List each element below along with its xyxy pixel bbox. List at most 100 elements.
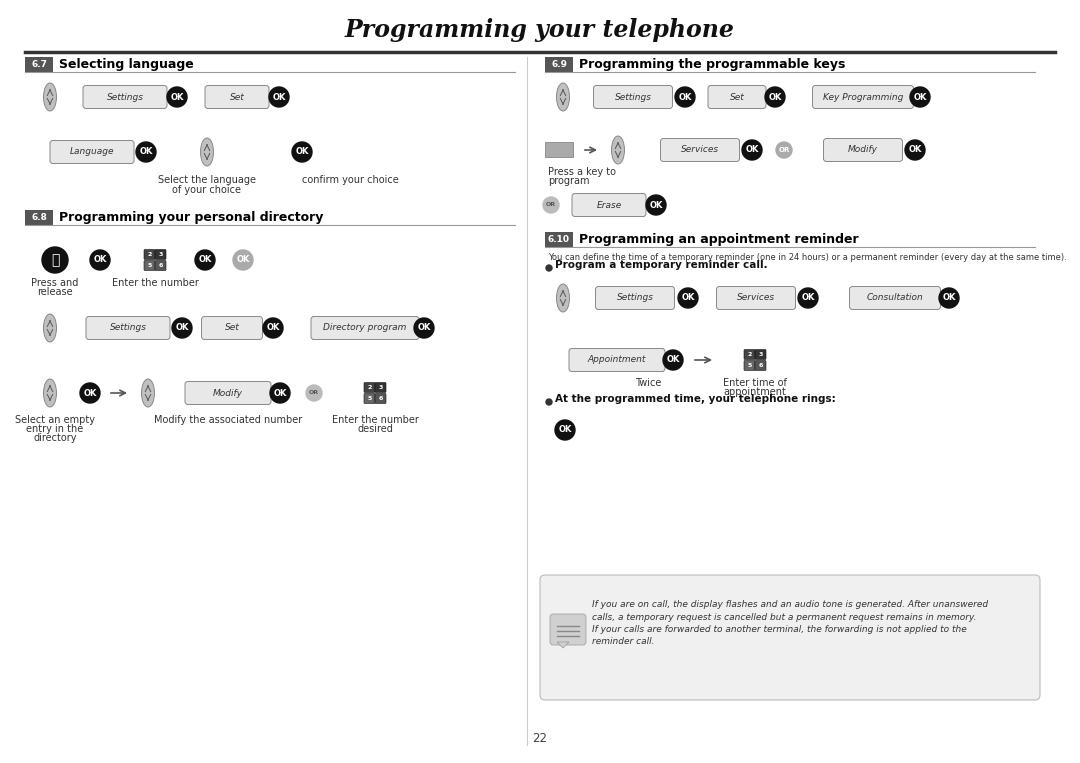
Text: Enter the number: Enter the number xyxy=(111,278,199,288)
Text: Select the language: Select the language xyxy=(158,175,256,185)
Circle shape xyxy=(546,265,552,271)
Text: OR: OR xyxy=(309,391,319,395)
Circle shape xyxy=(765,87,785,107)
Text: OK: OK xyxy=(914,92,927,101)
FancyBboxPatch shape xyxy=(812,85,914,108)
Text: Press a key to: Press a key to xyxy=(548,167,616,177)
Ellipse shape xyxy=(141,379,154,407)
FancyBboxPatch shape xyxy=(755,349,766,359)
Circle shape xyxy=(90,250,110,270)
Circle shape xyxy=(136,142,156,162)
Circle shape xyxy=(675,87,696,107)
Text: OK: OK xyxy=(273,388,286,398)
Circle shape xyxy=(663,350,683,370)
Text: Settings: Settings xyxy=(109,324,147,333)
Circle shape xyxy=(910,87,930,107)
Text: Language: Language xyxy=(70,147,114,156)
Text: Modify: Modify xyxy=(848,146,878,154)
Text: release: release xyxy=(37,287,72,297)
Circle shape xyxy=(233,250,253,270)
FancyBboxPatch shape xyxy=(364,382,375,392)
Ellipse shape xyxy=(556,284,569,312)
Circle shape xyxy=(80,383,100,403)
Text: 3: 3 xyxy=(159,252,163,257)
Circle shape xyxy=(905,140,924,160)
FancyBboxPatch shape xyxy=(364,394,375,404)
Circle shape xyxy=(777,142,792,158)
Text: entry in the: entry in the xyxy=(26,424,83,434)
Text: directory: directory xyxy=(33,433,77,443)
Text: OK: OK xyxy=(908,146,921,154)
FancyBboxPatch shape xyxy=(744,349,755,359)
Text: 6.9: 6.9 xyxy=(551,60,567,69)
Circle shape xyxy=(543,197,559,213)
Text: Modify the associated number: Modify the associated number xyxy=(153,415,302,425)
Circle shape xyxy=(195,250,215,270)
Text: Modify: Modify xyxy=(213,388,243,398)
Text: Consultation: Consultation xyxy=(866,294,923,302)
Text: OK: OK xyxy=(681,294,694,302)
FancyBboxPatch shape xyxy=(185,382,271,404)
FancyBboxPatch shape xyxy=(311,317,419,340)
Text: ⎘: ⎘ xyxy=(51,253,59,267)
Text: OK: OK xyxy=(272,92,286,101)
Text: 5: 5 xyxy=(147,263,151,268)
Circle shape xyxy=(798,288,818,308)
Text: Programming the programmable keys: Programming the programmable keys xyxy=(579,58,846,71)
Text: Settings: Settings xyxy=(107,92,144,101)
Text: 6.10: 6.10 xyxy=(548,235,570,244)
FancyBboxPatch shape xyxy=(569,349,665,372)
Text: Set: Set xyxy=(230,92,244,101)
FancyBboxPatch shape xyxy=(202,317,262,340)
FancyBboxPatch shape xyxy=(755,360,766,371)
Text: desired: desired xyxy=(357,424,393,434)
Text: OK: OK xyxy=(417,324,431,333)
FancyBboxPatch shape xyxy=(595,286,675,310)
Text: Services: Services xyxy=(737,294,775,302)
Text: OR: OR xyxy=(545,202,556,208)
Ellipse shape xyxy=(611,136,624,164)
Text: Select an empty: Select an empty xyxy=(15,415,95,425)
FancyBboxPatch shape xyxy=(144,260,156,271)
Text: At the programmed time, your telephone rings:: At the programmed time, your telephone r… xyxy=(555,394,836,404)
FancyBboxPatch shape xyxy=(156,250,166,259)
Text: OK: OK xyxy=(237,256,249,265)
Text: 6: 6 xyxy=(758,363,762,368)
Text: Enter the number: Enter the number xyxy=(332,415,418,425)
Text: Enter time of: Enter time of xyxy=(724,378,787,388)
FancyBboxPatch shape xyxy=(25,210,53,225)
Text: 5: 5 xyxy=(747,363,752,368)
Text: OK: OK xyxy=(199,256,212,265)
Text: Programming an appointment reminder: Programming an appointment reminder xyxy=(579,233,859,246)
Circle shape xyxy=(646,195,666,215)
Polygon shape xyxy=(557,642,569,648)
Circle shape xyxy=(678,288,698,308)
Circle shape xyxy=(269,87,289,107)
Circle shape xyxy=(172,318,192,338)
Text: OK: OK xyxy=(558,426,571,434)
Text: 3: 3 xyxy=(378,385,382,390)
FancyBboxPatch shape xyxy=(545,142,573,157)
Text: OK: OK xyxy=(768,92,782,101)
Circle shape xyxy=(167,87,187,107)
Text: Appointment: Appointment xyxy=(588,356,646,365)
Text: appointment: appointment xyxy=(724,387,786,397)
Text: 2: 2 xyxy=(747,352,752,357)
Text: Services: Services xyxy=(680,146,719,154)
Circle shape xyxy=(939,288,959,308)
FancyBboxPatch shape xyxy=(545,57,573,72)
Text: Directory program: Directory program xyxy=(323,324,407,333)
FancyBboxPatch shape xyxy=(86,317,170,340)
Text: Erase: Erase xyxy=(596,201,622,210)
Circle shape xyxy=(546,399,552,405)
FancyBboxPatch shape xyxy=(716,286,796,310)
FancyBboxPatch shape xyxy=(550,614,586,645)
Text: Twice: Twice xyxy=(635,378,661,388)
Circle shape xyxy=(306,385,322,401)
FancyBboxPatch shape xyxy=(375,382,386,392)
FancyBboxPatch shape xyxy=(25,57,53,72)
Text: Programming your telephone: Programming your telephone xyxy=(346,18,734,42)
Text: 22: 22 xyxy=(532,732,548,745)
FancyBboxPatch shape xyxy=(83,85,167,108)
Text: Selecting language: Selecting language xyxy=(59,58,193,71)
